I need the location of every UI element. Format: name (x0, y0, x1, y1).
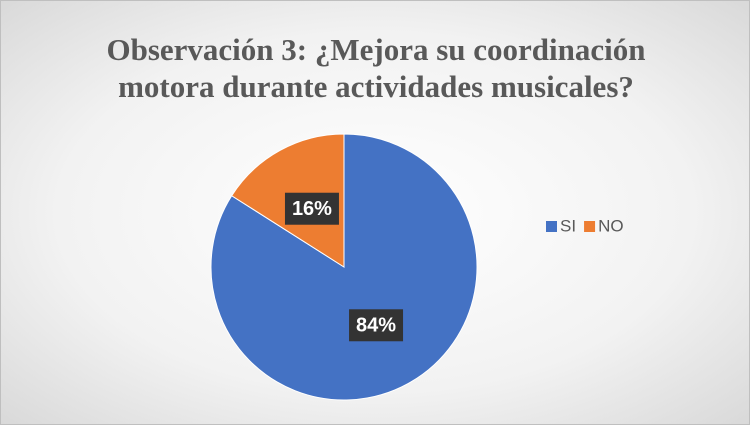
data-label-box (284, 192, 339, 225)
data-label-box (349, 309, 404, 342)
legend-swatch (584, 221, 596, 232)
legend-label: SI (560, 216, 576, 235)
legend-label: NO (598, 216, 624, 235)
data-label: 16% (292, 198, 332, 220)
chart-title: Observación 3: ¿Mejora su coordinación m… (106, 32, 646, 104)
legend-swatch (546, 221, 557, 232)
data-label: 84% (356, 315, 396, 337)
